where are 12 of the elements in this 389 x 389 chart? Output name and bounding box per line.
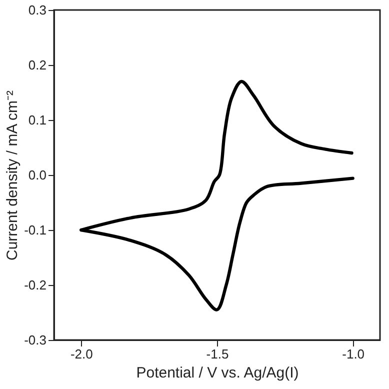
- y-tick-label: 0.3: [28, 2, 46, 18]
- x-tick-label: -1.0: [342, 346, 365, 362]
- y-tick-label: 0.1: [28, 112, 46, 128]
- y-axis-title: Current density / mA cm⁻²: [4, 90, 22, 261]
- y-tick-label: -0.2: [24, 278, 46, 292]
- y-tick-label: -0.1: [24, 222, 46, 238]
- x-tick-label: -2.0: [70, 346, 93, 362]
- x-tick-label: -1.5: [206, 346, 229, 362]
- x-axis-title: Potential / V vs. Ag/Ag(I): [136, 364, 299, 382]
- y-tick-label: 0.2: [28, 58, 46, 72]
- y-tick-label: 0.0: [28, 168, 46, 182]
- y-tick-label: -0.3: [24, 332, 46, 348]
